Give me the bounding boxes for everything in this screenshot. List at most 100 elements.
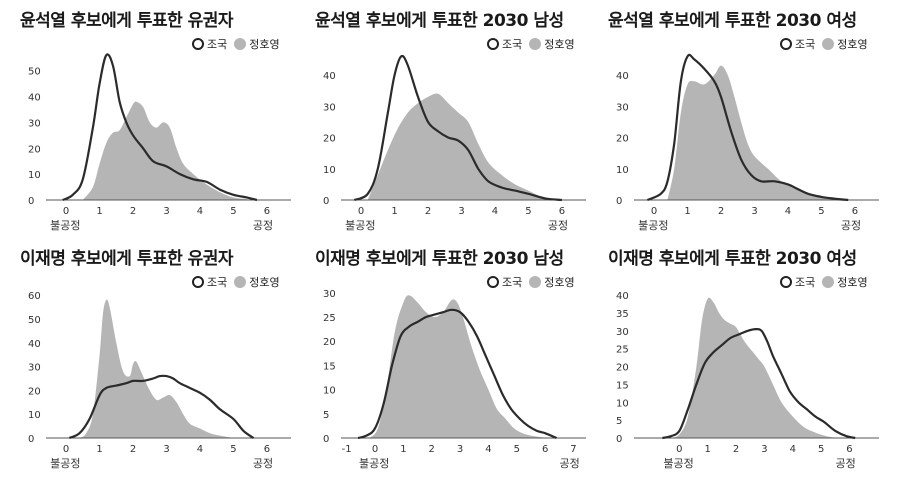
y-tick-label: 20 [28, 386, 41, 397]
x-tick-label: 6 [542, 444, 548, 455]
y-tick-label: 20 [616, 134, 629, 145]
y-tick-label: 10 [323, 165, 336, 176]
y-tick-label: 10 [28, 170, 41, 181]
legend: 조국 정호영 [192, 36, 280, 52]
y-tick-label: 5 [616, 416, 622, 427]
x-tick-label: 0 [372, 444, 378, 455]
x-max-label: 공정 [547, 219, 569, 232]
x-tick-label: 5 [818, 444, 824, 455]
y-tick-label: 40 [28, 339, 41, 350]
x-tick-label: 5 [514, 444, 520, 455]
density-plot: 0 10 20 30 40 0 1 2 3 4 5 6 [323, 54, 586, 217]
x-tick-label: 7 [570, 444, 576, 455]
legend-outline-swatch [780, 276, 792, 288]
y-tick-label: 15 [323, 361, 336, 372]
x-tick-label: 1 [684, 206, 690, 217]
x-tick-label: 1 [96, 206, 102, 217]
x-tick-label: 2 [130, 444, 136, 455]
x-min-label: 불공정 [663, 457, 694, 470]
density-plot: 0 10 20 30 40 50 60 0 1 2 3 4 5 6 [28, 291, 291, 455]
x-tick-label: 3 [751, 206, 757, 217]
chart-title: 이재명 후보에게 투표한 2030 여성 [608, 249, 857, 269]
y-tick-label: 0 [323, 196, 329, 207]
chart-panel: 0 5 10 15 20 25 30 35 40 0 1 2 3 4 5 6 이재명 후보에게 투표한 2030… [608, 238, 903, 474]
series-fill-area [79, 299, 234, 438]
legend-fill-swatch [234, 276, 247, 288]
y-tick-label: 0 [616, 196, 622, 207]
chart-title: 윤석열 후보에게 투표한 유권자 [20, 11, 234, 31]
legend: 조국 정호영 [487, 274, 575, 290]
x-tick-label: 6 [264, 444, 270, 455]
x-tick-label: 3 [457, 444, 463, 455]
series-fill-area [369, 295, 548, 438]
y-tick-label: 0 [616, 434, 622, 445]
x-tick-label: 2 [429, 444, 435, 455]
legend-fill-label: 정호영 [837, 38, 868, 51]
x-tick-label: 0 [676, 444, 682, 455]
y-tick-label: 20 [28, 144, 41, 155]
chart-panel: 0 5 10 15 20 25 30 -1 0 1 2 3 4 5 6 7 이재명 후보에게 투표한 2030 … [315, 238, 610, 474]
legend-fill-swatch [529, 276, 542, 288]
density-plot: 0 10 20 30 40 50 0 1 2 3 4 5 6 [28, 53, 291, 217]
y-tick-label: 35 [616, 309, 629, 320]
y-tick-label: 10 [28, 410, 41, 421]
chart-panel: 0 10 20 30 40 50 0 1 2 3 4 5 6 윤석열 후보에게 투표한 유권자 조국 정호영 불… [20, 0, 315, 236]
x-tick-label: 4 [197, 206, 203, 217]
x-tick-label: 0 [63, 444, 69, 455]
x-tick-label: 2 [130, 206, 136, 217]
series-outline-curve [353, 54, 563, 202]
x-tick-label: 4 [197, 444, 203, 455]
x-tick-label: 3 [163, 206, 169, 217]
x-tick-label: 6 [264, 206, 270, 217]
legend-fill-swatch [822, 38, 835, 50]
series-fill-area [367, 93, 556, 200]
legend-outline-swatch [192, 276, 204, 288]
x-tick-label: 4 [790, 444, 796, 455]
legend-outline-swatch [487, 276, 499, 288]
legend-outline-label: 조국 [207, 276, 228, 289]
chart-title: 이재명 후보에게 투표한 유권자 [20, 249, 234, 269]
legend-outline-label: 조국 [502, 276, 523, 289]
y-tick-label: 60 [28, 291, 41, 302]
y-tick-label: 30 [28, 363, 41, 374]
y-tick-label: 30 [616, 102, 629, 113]
x-tick-label: 0 [63, 206, 69, 217]
y-tick-label: 25 [323, 313, 336, 324]
chart-panel: 0 10 20 30 40 0 1 2 3 4 5 6 윤석열 후보에게 투표한 2030 여성 조국 정호… [608, 0, 903, 236]
series-outline-curve [62, 53, 258, 202]
x-max-label: 공정 [840, 219, 862, 232]
legend: 조국 정호영 [780, 274, 868, 290]
y-tick-label: 20 [616, 363, 629, 374]
y-tick-label: 30 [323, 289, 336, 300]
x-max-label: 공정 [252, 219, 274, 232]
y-tick-label: 5 [323, 410, 329, 421]
y-tick-label: 40 [616, 291, 629, 302]
y-tick-label: 15 [616, 380, 629, 391]
x-tick-label: 1 [391, 206, 397, 217]
x-min-label: 불공정 [50, 457, 81, 470]
y-tick-label: 50 [28, 315, 41, 326]
x-max-label: 공정 [835, 457, 856, 470]
x-max-label: 공정 [559, 457, 580, 470]
y-tick-label: 30 [616, 327, 629, 338]
x-tick-label: 3 [163, 444, 169, 455]
y-tick-label: 10 [616, 398, 629, 409]
legend-fill-swatch [234, 38, 247, 50]
density-plot: 0 5 10 15 20 25 30 35 40 0 1 2 3 4 5 6 [616, 291, 879, 455]
x-tick-label: 6 [852, 206, 858, 217]
series-fill-area [670, 297, 839, 438]
legend-outline-swatch [192, 38, 204, 50]
y-tick-label: 20 [323, 337, 336, 348]
x-tick-label: 1 [400, 444, 406, 455]
chart-panel: 0 10 20 30 40 0 1 2 3 4 5 6 윤석열 후보에게 투표한 2030 남성 조국 정호… [315, 0, 610, 236]
chart-panel: 0 10 20 30 40 50 60 0 1 2 3 4 5 6 이재명 후보에게 투표한 유권자 조국 정호… [20, 238, 315, 474]
legend-outline-swatch [487, 38, 499, 50]
x-tick-label: 6 [559, 206, 565, 217]
x-tick-label: 5 [230, 444, 236, 455]
x-tick-label: 5 [230, 206, 236, 217]
y-tick-label: 10 [616, 165, 629, 176]
legend-fill-label: 정호영 [544, 276, 575, 289]
x-tick-label: 4 [492, 206, 498, 217]
series-outline-curve [357, 308, 557, 440]
legend-outline-label: 조국 [502, 38, 523, 51]
